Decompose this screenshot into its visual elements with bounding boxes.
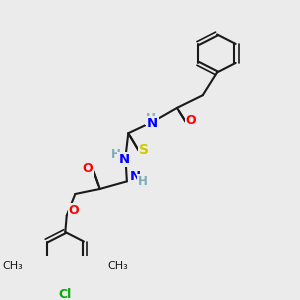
Text: CH₃: CH₃ [2,261,23,271]
Text: O: O [186,114,196,128]
Text: O: O [69,204,79,217]
Text: N: N [147,117,158,130]
Text: H: H [110,148,120,161]
Text: S: S [139,143,149,157]
Text: N: N [130,170,141,183]
Text: N: N [118,153,130,166]
Text: H: H [146,112,156,124]
Text: O: O [82,162,93,175]
Text: CH₃: CH₃ [107,261,128,271]
Text: Cl: Cl [59,288,72,300]
Text: H: H [138,175,148,188]
